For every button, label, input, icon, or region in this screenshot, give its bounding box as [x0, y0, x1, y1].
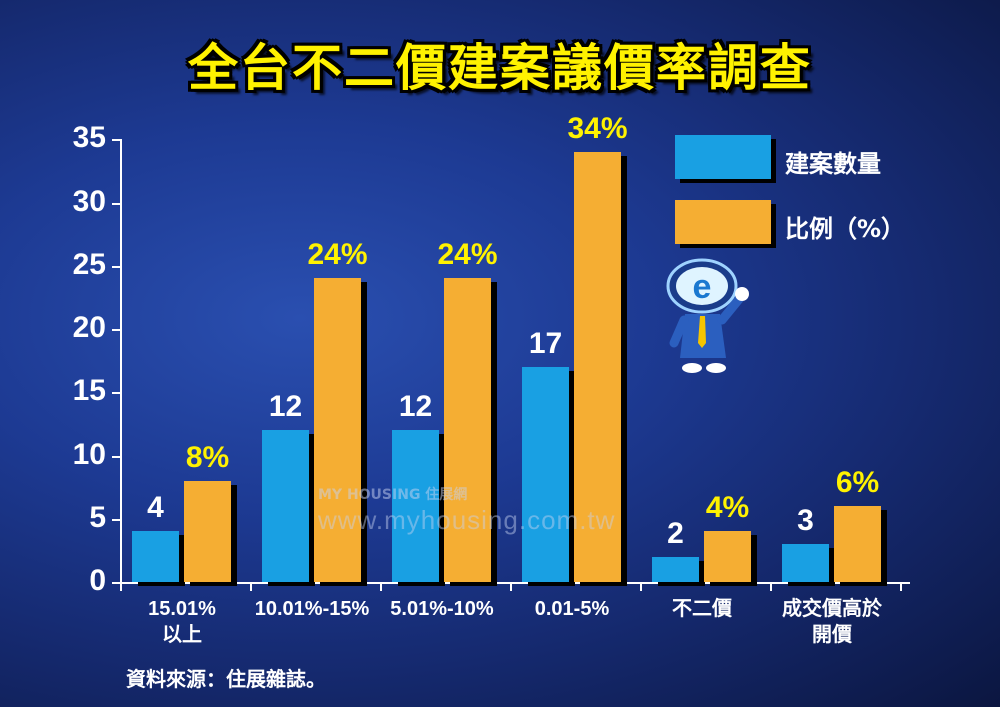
y-axis: [120, 140, 122, 583]
value-label-ratio: 6%: [835, 466, 880, 500]
bar-ratio: [444, 278, 491, 582]
value-label-ratio: 4%: [705, 491, 750, 525]
y-tick: [112, 202, 122, 205]
y-tick-label: 0: [89, 564, 106, 597]
watermark-url: www.myhousing.com.tw: [318, 505, 616, 535]
x-tick: [380, 582, 382, 591]
value-label-ratio: 24%: [307, 238, 368, 272]
value-label-count: 4: [147, 491, 164, 525]
x-category-label: 成交價高於 開價: [782, 598, 882, 646]
bar-ratio: [314, 278, 361, 582]
value-label-ratio: 8%: [185, 440, 230, 474]
y-tick-label: 35: [72, 121, 106, 155]
legend-label-count: 建案數量: [785, 150, 881, 178]
bar-ratio: [834, 506, 881, 582]
x-tick: [120, 582, 122, 591]
bar-ratio: [184, 480, 231, 582]
bar-count: [132, 531, 179, 582]
y-tick: [112, 392, 122, 395]
y-tick: [112, 329, 122, 332]
y-tick: [112, 139, 122, 142]
x-category-label: 10.01%-15%: [254, 598, 370, 620]
bar-count: [652, 556, 699, 582]
x-category-label: 15.01% 以上: [148, 598, 216, 646]
value-label-count: 3: [797, 504, 814, 538]
y-tick-label: 15: [72, 374, 106, 408]
bar-count: [522, 367, 569, 582]
y-tick: [112, 582, 122, 584]
y-tick-label: 10: [72, 437, 106, 471]
value-label-count: 12: [398, 390, 433, 424]
y-tick: [112, 265, 122, 268]
x-tick: [510, 582, 512, 591]
x-category-label: 0.01-5%: [534, 598, 610, 620]
chart-title: 全台不二價建案議價率調查: [188, 39, 812, 97]
x-axis: [120, 582, 910, 584]
svg-text:e: e: [693, 268, 712, 306]
value-label-ratio: 24%: [437, 238, 498, 272]
x-tick: [250, 582, 252, 591]
x-category-label: 5.01%-10%: [390, 598, 494, 620]
y-tick: [112, 455, 122, 458]
bar-count: [392, 430, 439, 582]
y-tick-label: 25: [72, 247, 106, 281]
value-label-ratio: 34%: [567, 112, 628, 145]
value-label-count: 17: [528, 327, 563, 360]
source-note: 資料來源：住展雜誌。: [126, 667, 326, 691]
bar-ratio: [704, 531, 751, 582]
x-tick: [900, 582, 902, 591]
bar-count: [782, 544, 829, 582]
x-category-label: 不二價: [672, 598, 732, 620]
legend-swatch-count: [675, 135, 771, 179]
value-label-count: 2: [667, 516, 684, 550]
y-tick: [112, 518, 122, 521]
x-tick: [770, 582, 772, 591]
y-tick-label: 5: [89, 500, 106, 534]
watermark-logo: MY HOUSING 住展網: [318, 487, 468, 503]
x-tick: [640, 582, 642, 591]
y-tick-label: 20: [72, 311, 106, 345]
mascot-icon: e: [666, 258, 749, 373]
bar-count: [262, 430, 309, 582]
y-tick-label: 30: [72, 184, 106, 218]
bar-ratio: [574, 152, 621, 582]
legend-label-ratio: 比例（%）: [785, 215, 906, 243]
value-label-count: 12: [268, 390, 303, 424]
legend-swatch-ratio: [675, 200, 771, 244]
